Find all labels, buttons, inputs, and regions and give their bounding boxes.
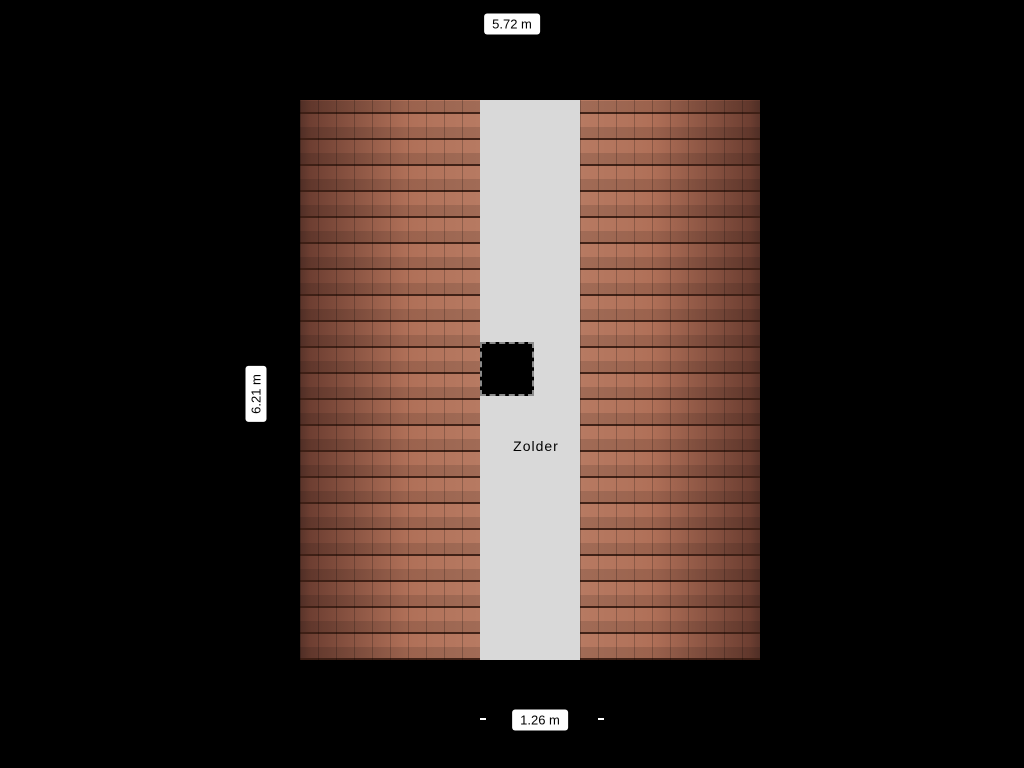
dimension-tick-right	[598, 718, 604, 720]
roof-section-right	[580, 100, 760, 660]
dimension-bottom: 1.26 m	[512, 710, 568, 731]
roof-section-left	[300, 100, 480, 660]
floor-opening	[480, 342, 534, 396]
room-label: Zolder	[513, 438, 559, 454]
floor-plan: Zolder	[300, 100, 760, 660]
dimension-top: 5.72 m	[484, 14, 540, 35]
dimension-left: 6.21 m	[246, 366, 267, 422]
floor-plan-canvas: 5.72 m 6.21 m 1.26 m Zolder	[0, 0, 1024, 768]
dimension-tick-left	[480, 718, 486, 720]
